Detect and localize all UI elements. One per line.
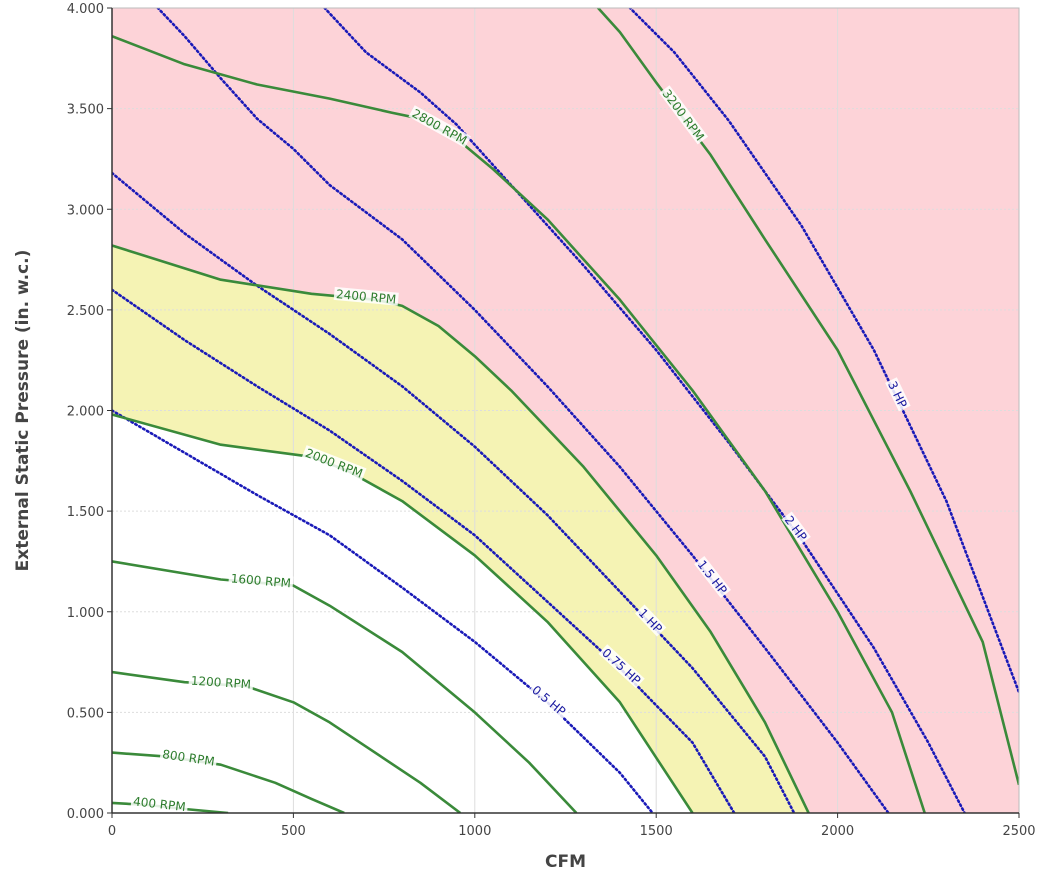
hp-label-bg — [635, 604, 667, 637]
hp-label-bg — [528, 681, 570, 720]
hp-curve — [112, 409, 654, 813]
y-tick-label: 1.000 — [67, 606, 104, 621]
y-tick-label: 4.000 — [67, 2, 104, 17]
hp-curve — [112, 288, 736, 813]
x-tick-label: 2500 — [1002, 824, 1035, 839]
x-tick-label: 1500 — [640, 824, 673, 839]
hp-label-bg — [598, 644, 645, 689]
hp-label-bg — [781, 511, 811, 545]
rpm-curve — [112, 751, 345, 813]
rpm-label-bg — [188, 673, 254, 691]
x-tick-label: 1000 — [458, 824, 491, 839]
rpm-label-bg — [333, 286, 399, 306]
hp-label-bg — [694, 555, 732, 598]
y-tick-label: 0.000 — [67, 807, 104, 822]
axes: 0 500 1000 1500 2000 2500 0.000 0.500 1.000 1.500… — [67, 2, 1036, 839]
rpm-curve — [112, 413, 694, 813]
rpm-label: 2400 RPM — [336, 287, 397, 307]
rpm-label-bg — [301, 445, 367, 481]
rpm-label: 400 RPM — [132, 794, 186, 814]
x-axis-title: CFM — [545, 852, 586, 872]
rpm-label-bg — [130, 794, 189, 814]
rpm-label-bg — [408, 105, 471, 148]
rpm-label-bg — [659, 85, 709, 145]
rpm-label-bg — [228, 571, 294, 590]
rpm-curve — [112, 244, 810, 813]
hp-curve — [156, 8, 890, 813]
x-tick-label: 0 — [108, 824, 116, 839]
hp-label-bg — [885, 377, 911, 412]
y-tick-label: 1.500 — [67, 505, 104, 520]
y-tick-label: 2.500 — [67, 304, 104, 319]
y-axis-title: External Static Pressure (in. w.c.) — [13, 250, 33, 572]
x-tick-label: 2000 — [821, 824, 854, 839]
y-tick-label: 3.500 — [67, 103, 104, 118]
y-tick-label: 2.000 — [67, 405, 104, 420]
rpm-curve — [596, 8, 1019, 786]
hp-curves — [112, 8, 1019, 813]
hp-curve — [628, 8, 1019, 694]
rpm-label: 1600 RPM — [230, 571, 291, 590]
rpm-label: 1200 RPM — [190, 674, 251, 692]
y-tick-label: 3.000 — [67, 203, 104, 218]
rpm-label-bg — [159, 746, 218, 768]
hp-curve — [322, 8, 966, 813]
y-tick-label: 0.500 — [67, 706, 104, 721]
hp-curve — [112, 171, 796, 813]
rpm-curve — [112, 34, 926, 813]
x-tick-label: 500 — [281, 824, 306, 839]
